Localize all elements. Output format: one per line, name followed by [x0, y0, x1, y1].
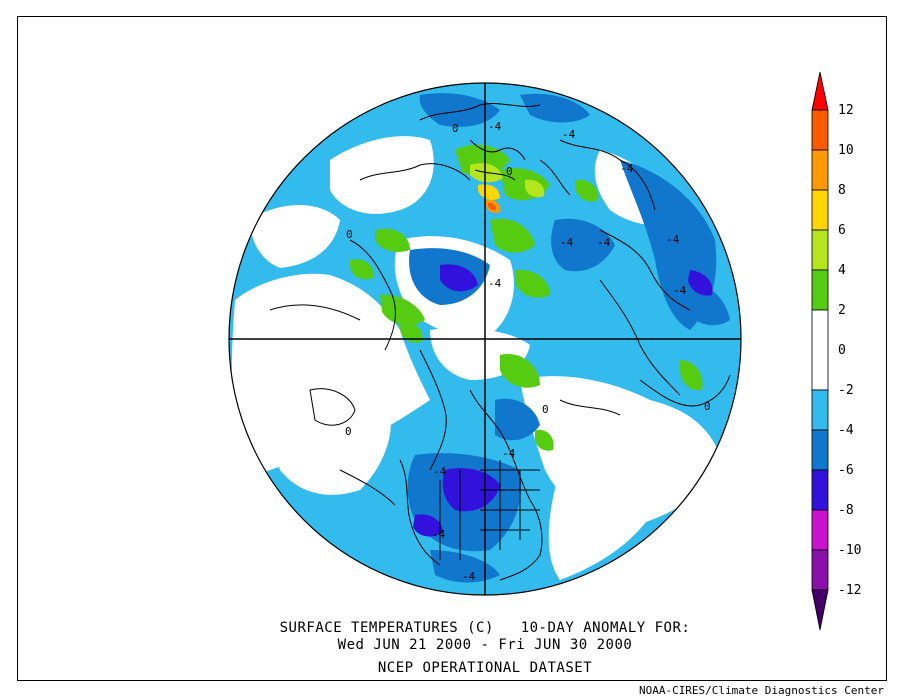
colorbar-label: 6 — [838, 223, 846, 238]
colorbar-band — [811, 509, 829, 551]
colorbar-band — [811, 149, 829, 191]
colorbar-band — [811, 389, 829, 431]
contour-label: 0 — [452, 122, 459, 135]
contour-label: 0 — [346, 228, 353, 241]
credit-text: NOAA-CIRES/Climate Diagnostics Center — [638, 684, 884, 697]
colorbar-band — [811, 229, 829, 271]
contour-label: -4 — [488, 120, 502, 133]
caption-title: SURFACE TEMPERATURES (C) 10-DAY ANOMALY … — [279, 620, 691, 636]
contour-label: 0 — [345, 425, 352, 438]
colorbar-label: 4 — [838, 263, 846, 278]
colorbar-label: -12 — [838, 583, 862, 598]
contour-label: -4 — [673, 284, 687, 297]
colorbar-label: 10 — [838, 143, 854, 158]
contour-label: 0 — [506, 165, 513, 178]
contour-label: -4 — [560, 236, 574, 249]
caption-dataset: NCEP OPERATIONAL DATASET — [377, 660, 593, 676]
caption-dates: Wed JUN 21 2000 - Fri JUN 30 2000 — [337, 637, 633, 653]
colorbar-label: -2 — [838, 383, 854, 398]
colorbar-label: -10 — [838, 543, 862, 558]
colorbar-band — [811, 429, 829, 471]
contour-label: 0 — [542, 403, 549, 416]
contour-label: -4 — [597, 236, 611, 249]
colorbar-label: 0 — [838, 343, 846, 358]
contour-label: -4 — [666, 233, 680, 246]
colorbar-band — [811, 109, 829, 151]
colorbar-cap-bottom — [811, 589, 829, 631]
contour-label: -4 — [462, 570, 476, 583]
colorbar-label: -8 — [838, 503, 854, 518]
contour-label: 0 — [704, 400, 711, 413]
contour-label: -4 — [433, 465, 447, 478]
globe-outline — [228, 82, 742, 596]
colorbar-label: 12 — [838, 103, 854, 118]
contour-label: -4 — [488, 277, 502, 290]
colorbar-band — [811, 549, 829, 591]
colorbar-label: 2 — [838, 303, 846, 318]
colorbar-label: -6 — [838, 463, 854, 478]
contour-label: -4 — [502, 447, 516, 460]
contour-label: -4 — [432, 528, 446, 541]
colorbar-label: -4 — [838, 423, 854, 438]
colorbar-band — [811, 189, 829, 231]
colorbar-band — [811, 269, 829, 311]
contour-label: -4 — [620, 162, 634, 175]
anomaly-field — [229, 83, 741, 595]
colorbar-band — [811, 469, 829, 511]
contour-labels: -4 -4 -4 -4 -4 -4 -4 -4 -4 -4 -4 -4 0 0 … — [345, 120, 711, 583]
plot-frame — [17, 16, 887, 681]
colorbar-cap-top — [811, 71, 829, 111]
colorbar-band — [811, 309, 829, 391]
contour-label: -4 — [562, 128, 576, 141]
colorbar-label: 8 — [838, 183, 846, 198]
colorbar — [811, 71, 829, 631]
